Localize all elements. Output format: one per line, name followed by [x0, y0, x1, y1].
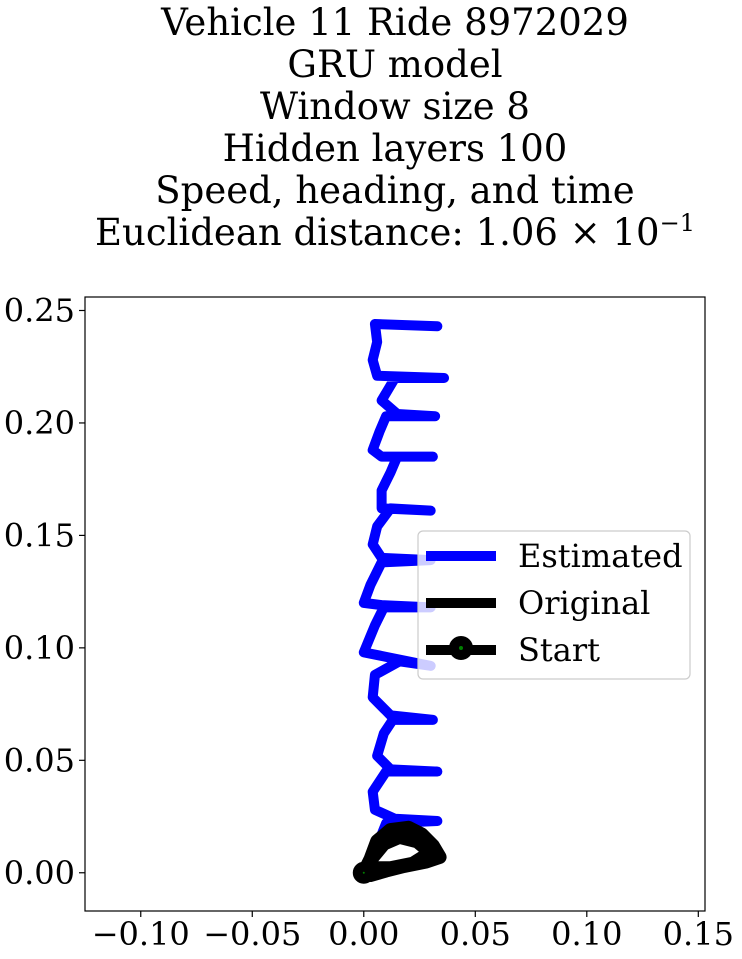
y-tick-label: 0.05	[4, 741, 75, 779]
legend-box	[417, 530, 691, 680]
title-line-features: Speed, heading, and time	[155, 169, 635, 212]
y-tick-label: 0.10	[4, 629, 75, 667]
x-tick-label: −0.05	[203, 915, 301, 953]
title-line-model: GRU model	[287, 43, 503, 86]
legend-marker-start	[449, 636, 473, 660]
chart-title: Vehicle 11 Ride 8972029 GRU model Window…	[0, 2, 742, 254]
y-tick-label: 0.20	[4, 404, 75, 442]
title-line-window: Window size 8	[260, 85, 530, 128]
legend-label-start: Start	[518, 631, 600, 669]
series-layer	[352, 318, 450, 884]
plot-frame	[84, 296, 706, 912]
start-marker	[352, 861, 375, 884]
metric-text: Euclidean distance: 1.06 × 10	[95, 211, 660, 254]
x-tick-label: 0.05	[440, 915, 511, 953]
metric-exponent: −1	[659, 209, 695, 237]
y-tick-label: 0.00	[4, 854, 75, 892]
x-tick-label: 0.10	[551, 915, 622, 953]
legend-label-estimated: Estimated	[518, 537, 683, 575]
ticks-layer: −0.10 −0.05 0.00 0.05 0.10 0.15 0.00 0.05 0.10 0.…	[4, 291, 734, 953]
title-line-metric: Euclidean distance: 1.06 × 10−1	[0, 209, 742, 254]
x-tick-label: 0.15	[663, 915, 734, 953]
x-tick-label: 0.00	[328, 915, 399, 953]
title-line-hidden: Hidden layers 100	[222, 127, 568, 170]
legend: Estimated Original Start	[417, 530, 691, 680]
y-tick-label: 0.15	[4, 516, 75, 554]
estimated-line	[358, 318, 450, 878]
legend-label-original: Original	[518, 584, 650, 622]
x-tick-label: −0.10	[92, 915, 190, 953]
title-line-vehicle: Vehicle 11 Ride 8972029	[161, 1, 629, 44]
original-line	[356, 820, 447, 883]
y-tick-label: 0.25	[4, 291, 75, 329]
